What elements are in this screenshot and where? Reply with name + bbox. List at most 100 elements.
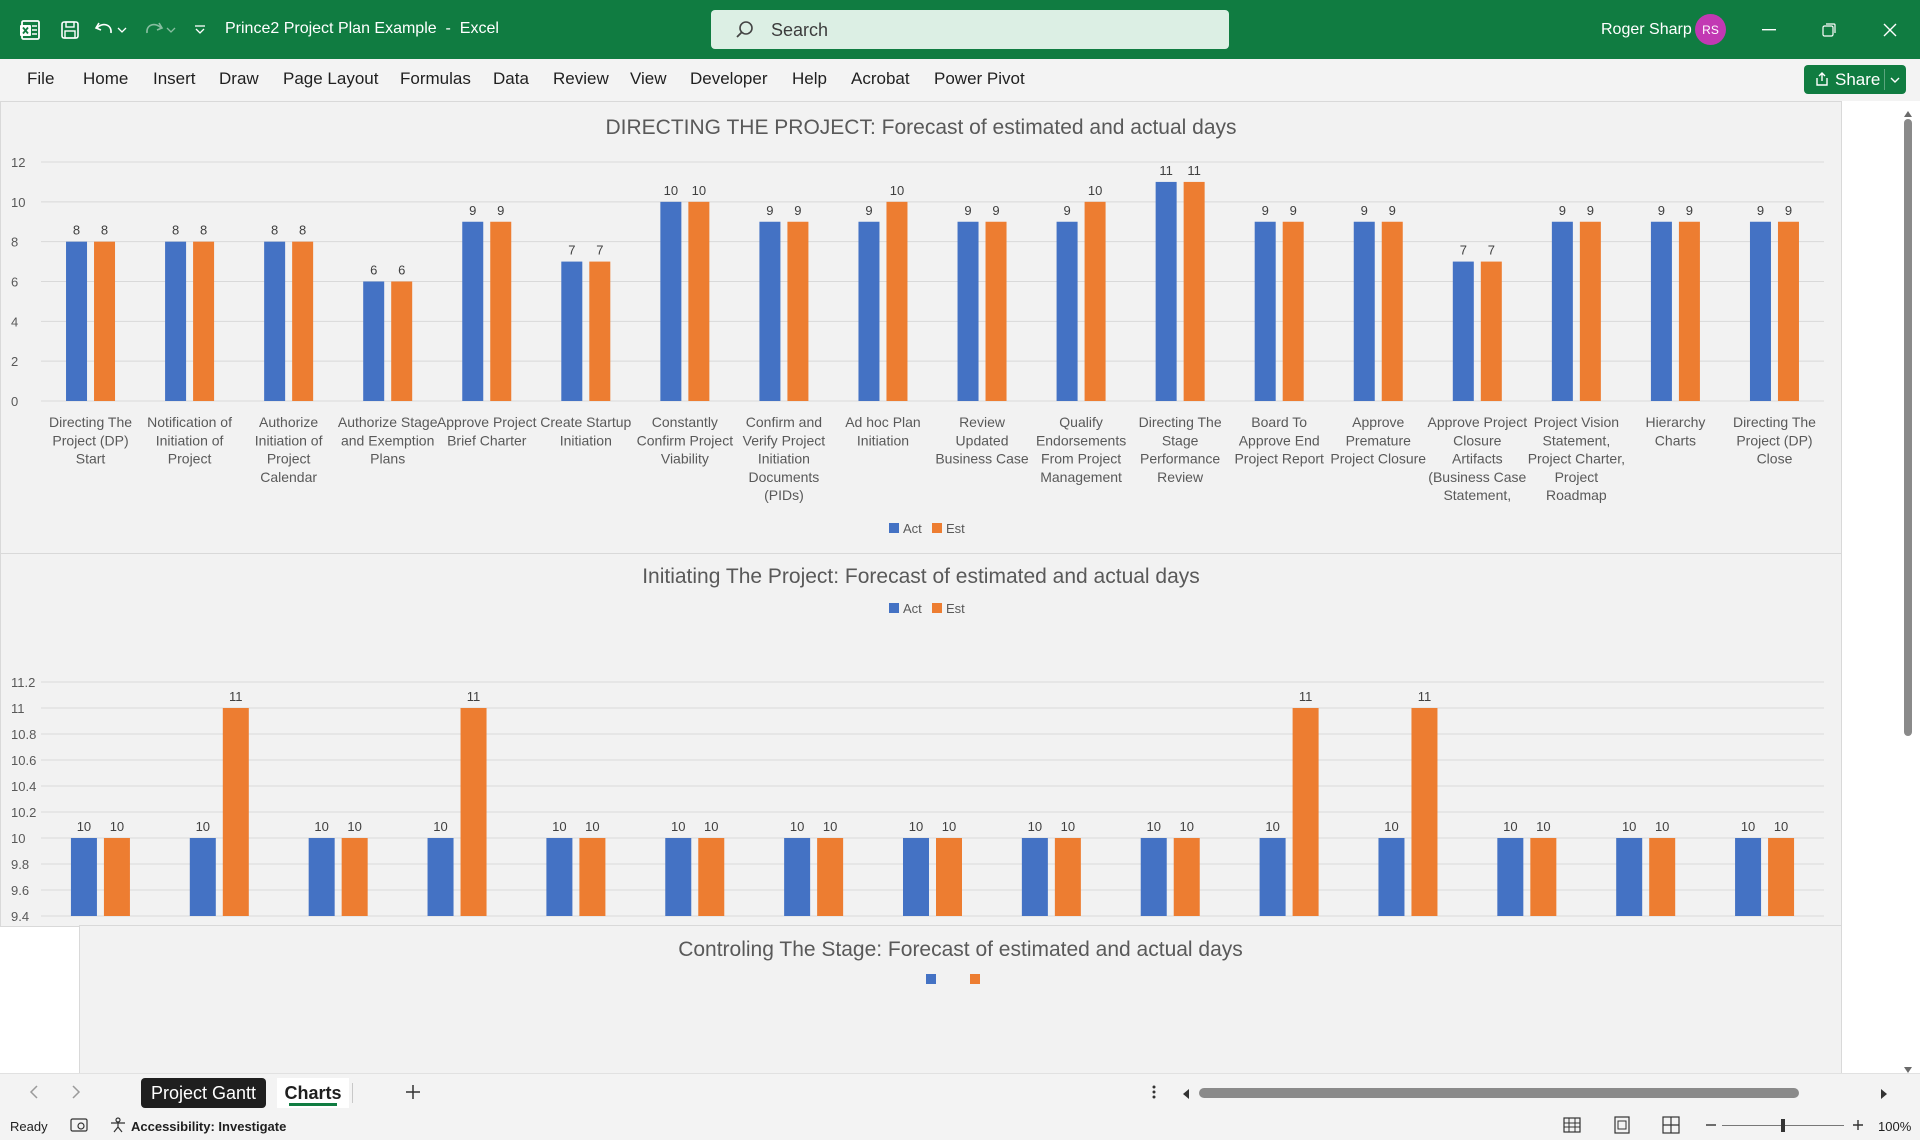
menu-file[interactable]: File — [27, 69, 55, 88]
search-input[interactable]: Search — [711, 10, 1229, 49]
menu-review[interactable]: Review — [553, 69, 609, 88]
horizontal-scroll-thumb[interactable] — [1199, 1088, 1799, 1098]
vertical-scrollbar[interactable] — [1898, 101, 1920, 1073]
menu-view[interactable]: View — [630, 69, 667, 88]
category-label: Initiation — [857, 432, 909, 448]
data-label-act: 10 — [314, 819, 328, 834]
user-name[interactable]: Roger Sharp — [1601, 21, 1692, 38]
undo-dropdown-icon[interactable] — [115, 17, 129, 43]
data-label-act: 9 — [766, 203, 773, 218]
chart-title: Controling The Stage: Forecast of estima… — [678, 938, 1243, 961]
sheet-tab-bar: Project Gantt Charts — [0, 1073, 1920, 1112]
data-label-act: 10 — [1384, 819, 1398, 834]
redo-icon[interactable] — [140, 17, 166, 43]
data-label-est: 8 — [299, 223, 306, 238]
menu-data[interactable]: Data — [493, 69, 529, 88]
y-tick-label: 11.2 — [11, 675, 35, 690]
restore-button[interactable] — [1799, 0, 1859, 59]
bar-est-9 — [886, 201, 908, 401]
data-label-act: 8 — [172, 223, 179, 238]
category-label: Business Case — [935, 451, 1029, 467]
vertical-scroll-thumb[interactable] — [1904, 119, 1912, 736]
data-label-est: 9 — [794, 203, 801, 218]
category-label: (Business Case — [1428, 469, 1526, 485]
y-tick-label: 11 — [11, 701, 25, 716]
macro-record-icon[interactable] — [70, 1117, 88, 1136]
add-sheet-icon[interactable] — [405, 1084, 421, 1105]
bar-est-11 — [1084, 201, 1106, 401]
bar-act-15 — [1452, 261, 1474, 401]
zoom-in-icon[interactable] — [1852, 1117, 1864, 1136]
data-label-act: 10 — [909, 819, 923, 834]
data-label-est: 11 — [229, 689, 243, 704]
customize-toolbar-icon[interactable] — [188, 17, 212, 43]
tab-charts-label: Charts — [284, 1082, 342, 1103]
y-tick-label: 9.6 — [11, 883, 29, 898]
menu-power-pivot[interactable]: Power Pivot — [934, 69, 1025, 88]
bar-act-10 — [1140, 838, 1167, 916]
data-label-act: 9 — [964, 203, 971, 218]
menu-help[interactable]: Help — [792, 69, 827, 88]
category-label: Approve Project — [437, 414, 537, 430]
close-button[interactable] — [1860, 0, 1920, 59]
chart-controling-the-stage[interactable]: Controling The Stage: Forecast of estima… — [79, 925, 1842, 1073]
scroll-up-icon[interactable] — [1903, 105, 1913, 123]
zoom-slider-thumb[interactable] — [1781, 1119, 1785, 1132]
menu-page-layout[interactable]: Page Layout — [283, 69, 379, 88]
category-label: Roadmap — [1546, 487, 1607, 503]
scroll-left-icon[interactable] — [1182, 1087, 1190, 1105]
menu-formulas[interactable]: Formulas — [400, 69, 471, 88]
accessibility-status[interactable]: Accessibility: Investigate — [131, 1119, 287, 1134]
chart-plot-area: 9.49.69.81010.210.410.610.81111.21010Def… — [11, 601, 1824, 924]
category-label: Plans — [370, 451, 405, 467]
category-label: From Project — [1041, 451, 1121, 467]
category-label: Confirm and — [746, 414, 822, 430]
undo-icon[interactable] — [92, 17, 118, 43]
normal-view-icon[interactable] — [1563, 1116, 1581, 1137]
data-label-act: 9 — [865, 203, 872, 218]
more-options-icon[interactable] — [1152, 1084, 1156, 1105]
scroll-down-icon[interactable] — [1903, 1061, 1913, 1079]
share-button[interactable]: Share — [1804, 65, 1906, 94]
bar-est-12 — [1411, 708, 1438, 916]
menu-home[interactable]: Home — [83, 69, 129, 88]
next-sheet-icon[interactable] — [71, 1085, 81, 1104]
share-dropdown-icon[interactable] — [1890, 72, 1900, 92]
minimize-button[interactable] — [1739, 0, 1799, 59]
data-label-est: 10 — [1774, 819, 1788, 834]
accessibility-icon[interactable] — [109, 1117, 127, 1136]
data-label-est: 10 — [347, 819, 361, 834]
category-label: Project (DP) — [1736, 432, 1812, 448]
bar-act-10 — [957, 221, 979, 401]
save-icon[interactable] — [57, 17, 83, 43]
data-label-act: 9 — [1658, 203, 1665, 218]
avatar[interactable]: RS — [1695, 14, 1726, 45]
menu-draw[interactable]: Draw — [219, 69, 259, 88]
tab-divider — [352, 1083, 353, 1103]
zoom-level[interactable]: 100% — [1878, 1119, 1912, 1134]
bar-act-5 — [462, 221, 484, 401]
category-label: Review — [1157, 469, 1204, 485]
chart-initiating-the-project[interactable]: Initiating The Project: Forecast of esti… — [0, 553, 1842, 927]
page-break-view-icon[interactable] — [1662, 1116, 1680, 1137]
horizontal-scrollbar[interactable] — [1180, 1083, 1890, 1103]
scroll-right-icon[interactable] — [1880, 1087, 1888, 1105]
tab-project-gantt[interactable]: Project Gantt — [141, 1078, 266, 1108]
chart-directing-the-project[interactable]: DIRECTING THE PROJECT: Forecast of estim… — [0, 101, 1842, 554]
redo-dropdown-icon[interactable] — [164, 17, 178, 43]
menu-insert[interactable]: Insert — [153, 69, 196, 88]
menu-acrobat[interactable]: Acrobat — [851, 69, 910, 88]
zoom-out-icon[interactable] — [1705, 1117, 1717, 1136]
bar-act-6 — [561, 261, 583, 401]
prev-sheet-icon[interactable] — [29, 1085, 39, 1104]
category-label: Project Charter, — [1528, 451, 1625, 467]
bar-act-11 — [1259, 838, 1286, 916]
menu-developer[interactable]: Developer — [690, 69, 768, 88]
data-label-act: 10 — [1622, 819, 1636, 834]
bar-act-3 — [308, 838, 335, 916]
tab-charts[interactable]: Charts — [277, 1078, 349, 1108]
worksheet-area[interactable]: DIRECTING THE PROJECT: Forecast of estim… — [0, 101, 1920, 1073]
page-layout-view-icon[interactable] — [1613, 1116, 1631, 1137]
data-label-act: 10 — [1741, 819, 1755, 834]
category-label: Stage — [1162, 432, 1199, 448]
